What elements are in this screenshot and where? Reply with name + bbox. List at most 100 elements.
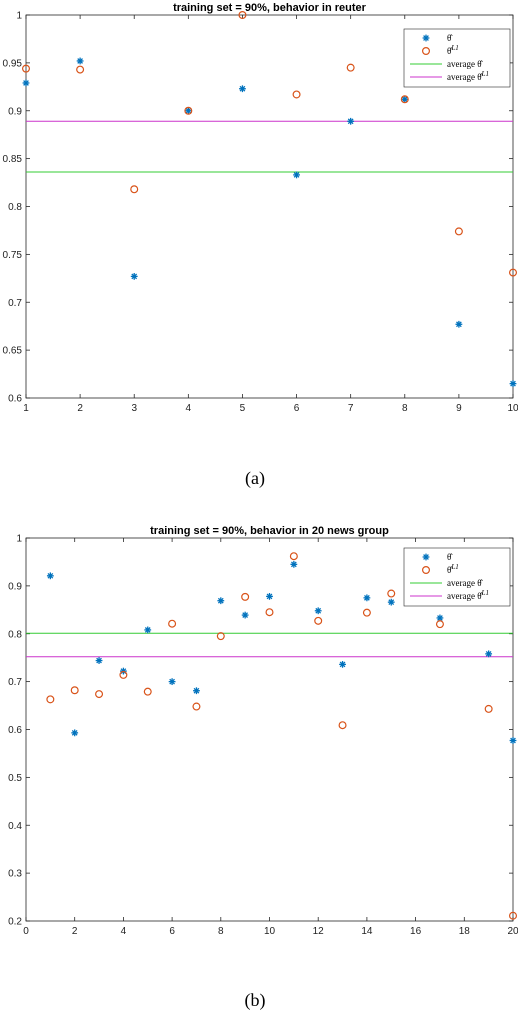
- theta-hat-l1-point: [265, 608, 274, 617]
- theta-hat-point: [455, 320, 463, 328]
- theta-hat-point: [71, 729, 79, 737]
- legend-circle-marker: [422, 46, 431, 55]
- y-tick-label: 0.7: [8, 677, 22, 688]
- theta-hat-point: [184, 107, 192, 115]
- theta-hat-l1-point: [314, 616, 323, 625]
- y-tick-label: 0.9: [8, 581, 22, 592]
- theta-hat-l1-point: [509, 268, 518, 277]
- theta-hat-point: [193, 687, 200, 695]
- legend-average-theta-l1-label: average θ̂L1: [447, 70, 489, 82]
- x-tick-label: 4: [121, 926, 127, 937]
- theta-hat-l1-point: [143, 687, 152, 696]
- y-tick-label: 0.3: [8, 869, 22, 880]
- legend-circle-marker: [422, 565, 431, 574]
- y-tick-label: 1: [16, 11, 22, 22]
- theta-hat-l1-point: [241, 592, 250, 601]
- x-tick-label: 0: [23, 926, 29, 937]
- theta-hat-l1-point: [289, 552, 298, 561]
- y-tick-label: 0.6: [8, 725, 22, 736]
- x-tick-label: 8: [218, 926, 224, 937]
- theta-hat-l1-point: [435, 620, 444, 629]
- theta-hat-l1-point: [292, 90, 301, 99]
- x-tick-label: 14: [361, 926, 373, 937]
- theta-hat-l1-series: [22, 11, 518, 277]
- theta-hat-l1-point: [400, 95, 409, 104]
- theta-hat-point: [217, 597, 225, 605]
- theta-hat-point: [144, 626, 152, 634]
- legend-average-theta-l1-label: average θ̂L1: [447, 589, 489, 601]
- y-tick-label: 1: [16, 534, 22, 545]
- y-tick-label: 0.2: [8, 917, 22, 928]
- y-tick-label: 0.85: [3, 154, 23, 165]
- theta-hat-l1-point: [22, 64, 31, 73]
- y-tick-label: 0.5: [8, 773, 22, 784]
- legend-theta-l1-label: θ̂L1: [447, 44, 459, 56]
- y-tick-label: 0.9: [8, 106, 22, 117]
- theta-hat-l1-point: [46, 695, 55, 704]
- x-tick-label: 12: [313, 926, 325, 937]
- theta-hat-l1-point: [346, 63, 355, 72]
- legend-theta-label: θ̂: [447, 552, 453, 562]
- legend-asterisk-marker: [422, 553, 430, 561]
- theta-hat-point: [363, 594, 371, 602]
- chart-title: training set = 90%, behavior in reuter: [173, 2, 367, 14]
- theta-hat-point: [46, 572, 54, 580]
- x-tick-label: 6: [294, 403, 300, 414]
- theta-hat-point: [485, 650, 493, 658]
- x-tick-label: 7: [348, 403, 354, 414]
- x-tick-label: 2: [72, 926, 78, 937]
- theta-hat-point: [509, 380, 517, 388]
- theta-hat-l1-point: [119, 670, 128, 679]
- subfigure-caption: (b): [245, 990, 266, 1010]
- theta-hat-point: [22, 79, 30, 87]
- chart-a: training set = 90%, behavior in reuter 1 2…: [3, 2, 518, 489]
- y-tick-label: 0.8: [8, 629, 22, 640]
- x-tick-label: 10: [264, 926, 276, 937]
- theta-hat-point: [95, 657, 103, 664]
- theta-hat-point: [76, 57, 84, 65]
- theta-hat-point: [168, 678, 176, 686]
- x-tick-label: 20: [507, 926, 518, 937]
- subfigure-caption: (a): [245, 468, 265, 489]
- theta-hat-l1-series: [46, 552, 518, 920]
- y-tick-label: 0.8: [8, 202, 22, 213]
- theta-hat-point: [314, 607, 322, 615]
- theta-hat-l1-point: [70, 686, 79, 695]
- legend-theta-l1-label: θ̂L1: [447, 563, 459, 575]
- theta-hat-l1-point: [184, 106, 193, 115]
- legend-average-theta-label: average θ̂: [447, 59, 484, 69]
- theta-hat-point: [339, 660, 346, 668]
- x-tick-label: 4: [186, 403, 192, 414]
- x-tick-label: 6: [169, 926, 175, 937]
- y-tick-label: 0.65: [3, 346, 23, 357]
- x-tick-label: 8: [402, 403, 408, 414]
- x-tick-label: 5: [240, 403, 246, 414]
- x-tick-label: 3: [131, 403, 137, 414]
- x-tick-label: 9: [456, 403, 462, 414]
- legend-average-theta-label: average θ̂: [447, 578, 484, 588]
- theta-hat-point: [241, 611, 249, 619]
- x-tick-label: 10: [507, 403, 518, 414]
- y-tick-label: 0.6: [8, 394, 22, 405]
- theta-hat-point: [293, 171, 300, 179]
- theta-hat-l1-point: [76, 65, 85, 74]
- theta-hat-l1-point: [362, 608, 371, 617]
- theta-hat-l1-point: [168, 619, 177, 628]
- legend-asterisk-marker: [422, 34, 430, 42]
- theta-hat-series: [46, 560, 517, 744]
- x-tick-label: 2: [77, 403, 83, 414]
- theta-hat-point: [290, 560, 298, 568]
- theta-hat-l1-point: [192, 702, 201, 711]
- theta-hat-point: [401, 95, 409, 103]
- theta-hat-l1-point: [238, 11, 247, 20]
- theta-hat-point: [266, 593, 273, 600]
- y-tick-label: 0.4: [8, 821, 22, 832]
- legend: θ̂θ̂L1 average θ̂average θ̂L1: [403, 547, 511, 607]
- chart-b: training set = 90%, behavior in 20 news …: [8, 525, 518, 1010]
- x-tick-label: 18: [459, 926, 471, 937]
- theta-hat-l1-point: [509, 911, 518, 920]
- theta-hat-l1-point: [338, 721, 347, 730]
- x-tick-label: 16: [410, 926, 422, 937]
- legend: θ̂θ̂L1 average θ̂average θ̂L1: [403, 28, 511, 88]
